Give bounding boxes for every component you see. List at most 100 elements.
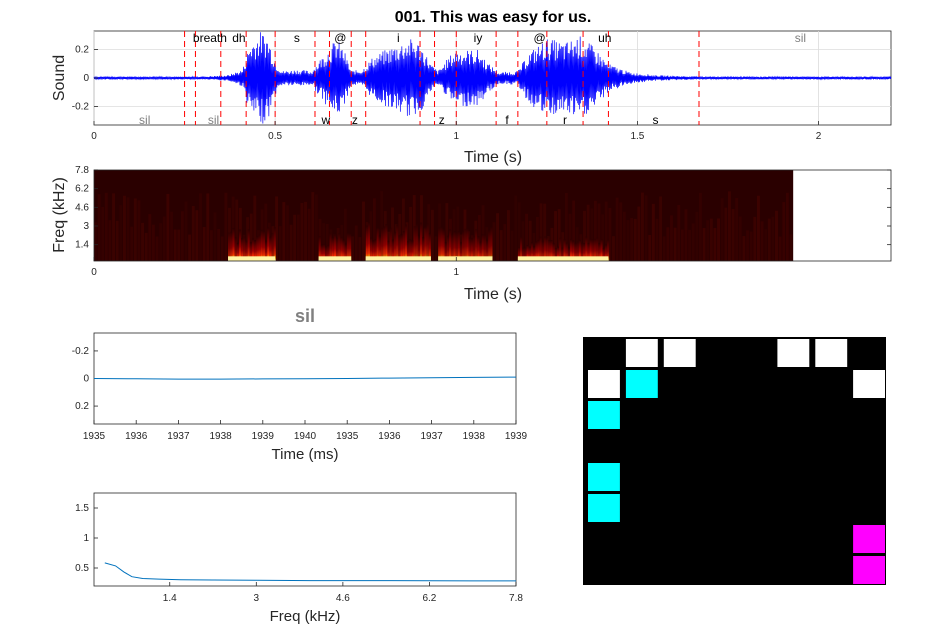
- spectrogram-texture: [535, 216, 539, 261]
- segment-waveform-xtick-label: 1937: [167, 431, 190, 442]
- segment-spectrum-ytick-label: 0.5: [75, 563, 89, 574]
- spectrogram-texture: [166, 193, 170, 261]
- spectrogram-texture: [673, 227, 677, 261]
- spectrogram-texture: [401, 198, 405, 261]
- spectrogram-energy: [481, 234, 484, 261]
- spectrogram-energy: [589, 238, 592, 261]
- spectrogram-energy: [372, 240, 375, 261]
- spectrogram-texture: [191, 205, 195, 261]
- spectrogram-texture: [173, 229, 177, 261]
- segment-spectrum-xtick-label: 4.6: [336, 593, 350, 604]
- spectrogram-energy: [367, 222, 371, 261]
- spectrogram-energy: [271, 233, 274, 261]
- waveform-xtick-label: 2: [816, 131, 822, 142]
- waveform-xtick-label: 0: [91, 131, 97, 142]
- spectrogram-texture: [764, 229, 768, 261]
- spectrogram-energy: [462, 230, 465, 261]
- segment-waveform-ticks: 1935 1936 1937 1938 1939 1940 1935 1936 1937 1938…: [72, 346, 528, 442]
- spectrogram-texture: [590, 208, 594, 261]
- spectrogram-texture: [702, 228, 706, 261]
- spectrogram-energy: [385, 224, 388, 261]
- spectrogram-texture: [372, 198, 376, 261]
- segment-spectrum-axes: [93, 492, 517, 587]
- spectrogram-texture: [713, 228, 717, 261]
- segment-label: f: [505, 113, 509, 127]
- spectrogram-energy: [548, 240, 551, 261]
- spectrogram-texture: [688, 229, 692, 261]
- spectrogram-energy: [262, 230, 265, 261]
- spectrogram-texture: [108, 220, 112, 261]
- spectrogram-energy: [570, 238, 573, 261]
- spectrogram-texture: [499, 230, 503, 261]
- spectrogram-texture: [380, 191, 384, 261]
- spectrogram-energy: [524, 247, 527, 261]
- spectrogram-texture: [141, 222, 144, 261]
- spectrogram-texture: [604, 201, 608, 261]
- spectrogram-energy: [243, 236, 246, 261]
- spectrogram-energy: [475, 229, 478, 261]
- spectrogram-texture: [177, 229, 181, 261]
- spectrogram-energy: [322, 243, 326, 261]
- spectrogram-texture: [601, 214, 605, 261]
- spectrogram-energy: [380, 227, 384, 261]
- spectrogram-texture: [391, 207, 394, 261]
- spectrogram-texture: [409, 206, 413, 261]
- spectrogram-energy: [468, 237, 471, 261]
- spectrogram-texture: [253, 195, 257, 261]
- spectrogram-energy: [391, 239, 394, 261]
- spectrogram-texture: [619, 202, 623, 261]
- spectrogram-texture: [195, 210, 199, 261]
- spectrogram-texture: [778, 236, 782, 261]
- spectrogram-texture: [677, 204, 681, 261]
- spectrogram-energy: [411, 240, 414, 261]
- phone-grid-cell: [777, 339, 810, 367]
- spectrogram-texture: [659, 196, 663, 261]
- spectrogram-energy: [472, 235, 476, 261]
- segment-title: sil: [295, 306, 315, 326]
- spectrogram-texture: [637, 206, 641, 261]
- spectrogram-energy: [329, 232, 332, 261]
- spectrogram-texture: [213, 212, 217, 261]
- spectrogram-texture: [130, 226, 134, 261]
- spectrogram-texture: [296, 214, 300, 261]
- spectrogram-texture: [481, 205, 485, 261]
- segment-waveform-xtick-label: 1936: [125, 431, 148, 442]
- spectrogram-texture: [94, 222, 97, 261]
- spectrogram-texture: [698, 192, 702, 261]
- spectrogram-texture: [151, 224, 155, 261]
- spectrogram-energy: [349, 233, 352, 261]
- phone-grid-cell: [588, 401, 620, 429]
- waveform-ytick-label: -0.2: [72, 101, 90, 112]
- spectrogram-texture: [445, 203, 449, 261]
- spectrogram-texture: [314, 194, 318, 261]
- spectrogram-energy: [236, 242, 239, 261]
- spectrogram-energy: [370, 237, 373, 261]
- spectrogram-texture: [593, 200, 597, 261]
- segment-label: sil: [795, 31, 806, 45]
- phone-grid-cell: [853, 525, 885, 553]
- spectrogram-texture: [684, 209, 688, 261]
- spectrogram-texture: [369, 211, 373, 261]
- spectrogram-texture: [275, 196, 279, 261]
- spectrogram-lowband: [517, 256, 609, 261]
- waveform-ylabel: Sound: [51, 55, 68, 101]
- spectrogram-texture: [278, 226, 282, 261]
- spectrogram-texture: [503, 224, 507, 261]
- spectrogram-energy: [228, 232, 231, 261]
- spectrogram-texture: [539, 203, 543, 261]
- spectrogram-ytick-label: 7.8: [75, 165, 89, 176]
- spectrogram-energy: [338, 233, 341, 261]
- spectrogram-energy: [604, 244, 607, 261]
- spectrogram-texture: [159, 223, 163, 261]
- spectrogram-energy: [541, 240, 544, 261]
- spectrogram-texture: [525, 213, 529, 261]
- spectrogram-energy: [455, 231, 458, 261]
- spectrogram-energy: [559, 237, 562, 261]
- spectrogram-energy: [520, 236, 523, 261]
- spectrogram-energy: [539, 236, 542, 261]
- spectrogram-energy: [470, 238, 473, 261]
- spectrogram-energy: [389, 227, 392, 261]
- spectrogram-texture: [322, 223, 326, 261]
- spectrogram-texture: [622, 211, 626, 261]
- spectrogram-texture: [101, 206, 105, 261]
